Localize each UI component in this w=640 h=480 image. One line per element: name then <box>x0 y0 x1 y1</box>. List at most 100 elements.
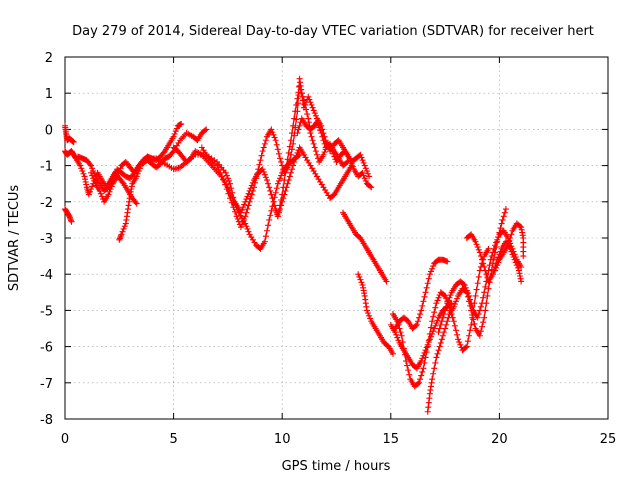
data-point <box>479 300 486 307</box>
data-point <box>222 181 229 188</box>
data-point <box>472 238 479 245</box>
data-point <box>259 148 266 155</box>
data-point <box>508 248 515 255</box>
data-point <box>460 281 467 288</box>
data-point <box>442 292 449 299</box>
data-point <box>427 324 434 331</box>
data-point <box>313 119 320 126</box>
data-point <box>265 180 272 187</box>
data-point <box>286 173 293 180</box>
data-point <box>312 148 319 155</box>
series-arc14 <box>389 245 492 390</box>
data-point <box>304 111 311 118</box>
data-point <box>434 350 441 357</box>
data-point <box>517 223 524 230</box>
data-point <box>223 186 230 193</box>
data-point <box>309 104 316 111</box>
data-point <box>346 155 353 162</box>
data-point <box>133 200 140 207</box>
data-point <box>479 323 486 330</box>
data-point <box>224 175 231 182</box>
data-point <box>430 328 437 335</box>
data-point <box>241 201 248 208</box>
data-point <box>444 300 451 307</box>
data-point <box>318 130 325 137</box>
data-point <box>477 303 484 310</box>
axis-ticks: 0 5 10 15 20 25 -8 -7 -6 -5 -4 -3 -2 -1 0 1 2 <box>40 51 616 447</box>
data-point <box>412 322 419 329</box>
data-point <box>481 289 488 296</box>
data-point <box>418 372 425 379</box>
data-point <box>313 151 320 158</box>
data-point <box>510 254 517 261</box>
data-point <box>481 263 488 270</box>
data-point <box>243 223 250 230</box>
data-point <box>435 347 442 354</box>
series-arc19 <box>492 220 527 274</box>
data-point <box>274 146 281 153</box>
data-point <box>277 175 284 182</box>
data-point <box>443 321 450 328</box>
data-point <box>245 228 252 235</box>
data-point <box>108 183 115 190</box>
data-point <box>492 242 499 249</box>
data-point <box>498 220 505 227</box>
data-point <box>262 233 269 240</box>
data-point <box>237 224 244 231</box>
data-point <box>454 331 461 338</box>
data-point <box>482 267 489 274</box>
data-point <box>467 327 474 334</box>
y-tick-label: -3 <box>40 232 53 247</box>
data-point <box>405 367 412 374</box>
data-point <box>237 209 244 216</box>
data-point <box>442 325 449 332</box>
x-tick-label: 0 <box>61 432 69 447</box>
series-arc1 <box>62 206 75 225</box>
data-point <box>429 376 436 383</box>
data-point <box>271 134 278 141</box>
data-point <box>134 170 141 177</box>
data-point <box>290 140 297 147</box>
data-point <box>514 264 521 271</box>
data-point <box>297 86 304 93</box>
data-point <box>98 193 105 200</box>
data-point <box>291 115 298 122</box>
data-point <box>347 158 354 165</box>
data-point <box>68 218 75 225</box>
data-point <box>429 265 436 272</box>
data-point <box>417 311 424 318</box>
data-point <box>431 309 438 316</box>
data-point <box>261 238 268 245</box>
data-point <box>364 170 371 177</box>
data-point <box>450 303 457 310</box>
data-point <box>356 273 363 280</box>
data-point <box>441 292 448 299</box>
data-point <box>455 336 462 343</box>
data-point <box>490 245 497 252</box>
data-point <box>366 312 373 319</box>
data-point <box>317 127 324 134</box>
data-point <box>474 244 481 251</box>
data-point <box>70 139 77 146</box>
data-point <box>425 337 432 344</box>
data-point <box>262 174 269 181</box>
data-point <box>431 365 438 372</box>
data-point <box>434 317 441 324</box>
data-point <box>434 297 441 304</box>
y-tick-label: 1 <box>45 87 53 102</box>
data-point <box>468 300 475 307</box>
data-point <box>104 185 111 192</box>
data-point <box>267 187 274 194</box>
data-point <box>499 216 506 223</box>
data-point <box>360 172 367 179</box>
data-point <box>436 343 443 350</box>
data-point <box>414 380 421 387</box>
data-point <box>433 300 440 307</box>
data-point <box>227 180 234 187</box>
data-point <box>292 155 299 162</box>
data-point <box>463 287 470 294</box>
data-point <box>485 245 492 252</box>
data-point <box>115 170 122 177</box>
data-point <box>250 184 257 191</box>
